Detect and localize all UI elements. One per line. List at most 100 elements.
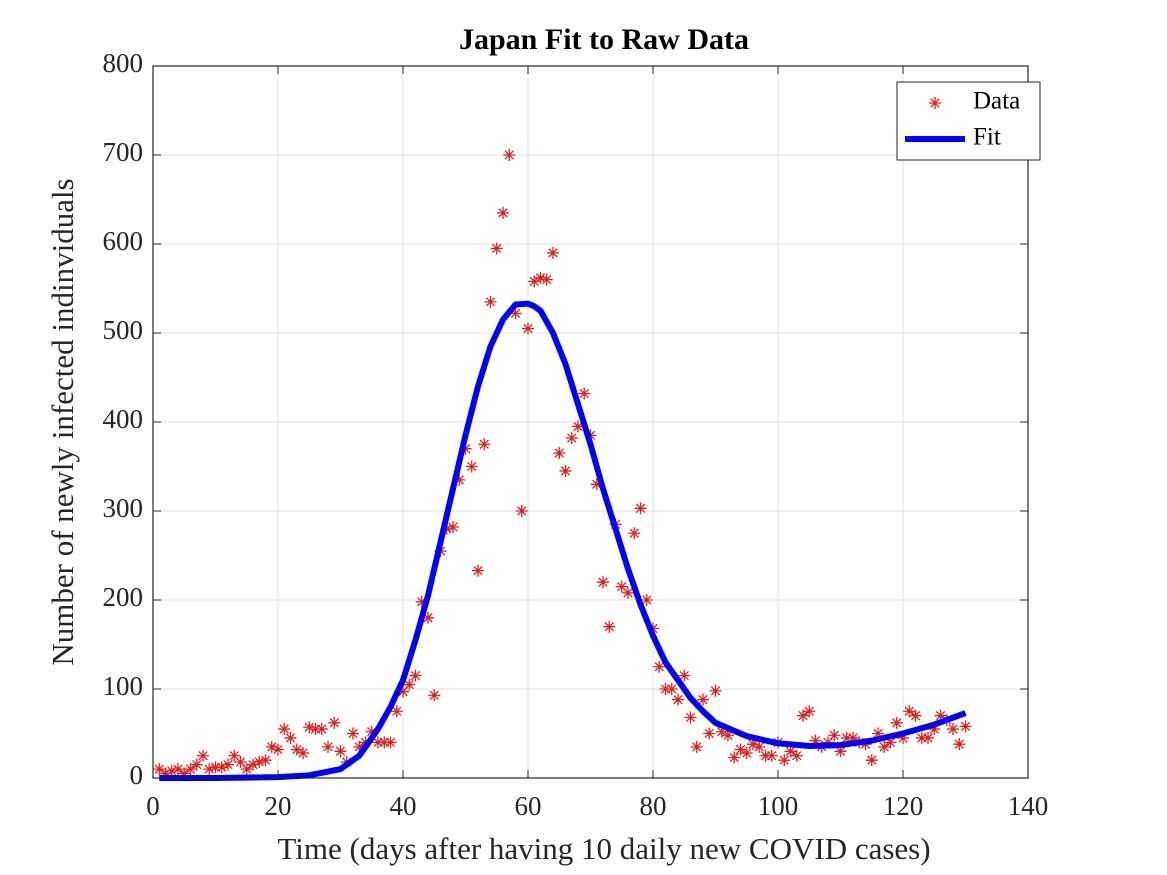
data-point [178, 767, 191, 780]
data-point [790, 749, 803, 762]
data-point [284, 731, 297, 744]
data-point [678, 669, 691, 682]
data-point [265, 740, 278, 753]
data-point [515, 505, 528, 517]
data-point [172, 763, 184, 776]
data-point [640, 594, 653, 606]
data-point [403, 678, 416, 691]
data-point [572, 420, 584, 433]
y-tick-label: 500 [103, 315, 144, 345]
data-point [484, 295, 497, 308]
data-point [915, 731, 928, 744]
data-point [428, 689, 441, 702]
y-tick-label: 800 [103, 48, 144, 78]
data-point [459, 442, 472, 455]
data-point [190, 758, 203, 771]
data-point [884, 736, 897, 749]
data-point [165, 764, 178, 777]
data-point [465, 460, 478, 473]
data-point [865, 754, 878, 767]
data-point [709, 684, 722, 697]
data-point [478, 438, 491, 451]
data-point [784, 745, 797, 758]
data-point [934, 709, 947, 722]
data-point [384, 736, 397, 749]
x-tick-label: 20 [265, 791, 292, 821]
data-point [378, 736, 391, 749]
data-point [509, 307, 522, 320]
data-point [878, 740, 891, 753]
data-point [240, 763, 253, 776]
data-point [765, 749, 778, 762]
data-point [603, 620, 616, 633]
data-point [622, 586, 634, 599]
data-point [728, 751, 741, 764]
data-point [528, 275, 541, 288]
data-point [215, 761, 228, 774]
data-point [490, 242, 503, 255]
data-point [909, 709, 922, 722]
data-point [665, 683, 678, 695]
data-point [159, 767, 172, 780]
data-point [553, 447, 566, 460]
x-tick-label: 100 [758, 791, 799, 821]
data-point [803, 705, 816, 718]
data-point [953, 738, 966, 751]
data-point [290, 743, 303, 756]
data-point [297, 747, 309, 760]
data-point [734, 743, 747, 756]
data-point [390, 705, 403, 718]
data-point [634, 502, 647, 515]
data-point [222, 758, 234, 771]
data-point [684, 711, 697, 724]
data-point [959, 720, 972, 733]
data-point [522, 322, 534, 335]
x-tick-label: 60 [515, 791, 542, 821]
data-point [722, 729, 734, 742]
data-point [409, 669, 422, 682]
data-point [322, 740, 334, 753]
data-point [247, 758, 259, 771]
data-point [534, 271, 547, 284]
data-point [740, 747, 753, 760]
data-point [547, 246, 559, 259]
legend-marker [929, 97, 941, 109]
data-point [697, 693, 709, 706]
data-point [415, 595, 428, 608]
data-point [278, 723, 291, 736]
data-point [453, 473, 466, 486]
data-point [759, 749, 772, 762]
data-point [597, 576, 609, 589]
data-point [203, 763, 216, 776]
data-point [347, 727, 359, 740]
legend-label: Data [973, 88, 1020, 115]
data-point [840, 731, 853, 744]
data-point [903, 705, 916, 718]
data-point [659, 683, 672, 695]
data-point [753, 740, 766, 753]
data-point [503, 149, 516, 161]
data-point [578, 387, 591, 400]
y-tick-label: 300 [103, 493, 144, 523]
y-axis-label: Number of newly infected indinviduals [45, 178, 80, 665]
y-tick-label: 0 [130, 760, 144, 790]
data-point [797, 709, 809, 722]
data-point [440, 522, 453, 535]
data-point [422, 611, 434, 624]
data-point [834, 745, 847, 758]
data-point [747, 738, 759, 751]
data-point [184, 763, 197, 776]
data-point [615, 580, 628, 593]
y-tick-label: 100 [103, 671, 144, 701]
x-tick-label: 80 [640, 791, 667, 821]
legend-box [896, 81, 1041, 161]
data-point [234, 755, 247, 768]
data-point [715, 725, 728, 738]
data-point [922, 731, 934, 744]
data-point [672, 693, 684, 706]
data-point [703, 727, 716, 740]
data-point [397, 685, 409, 698]
data-point [272, 743, 284, 756]
data-point [315, 723, 328, 736]
